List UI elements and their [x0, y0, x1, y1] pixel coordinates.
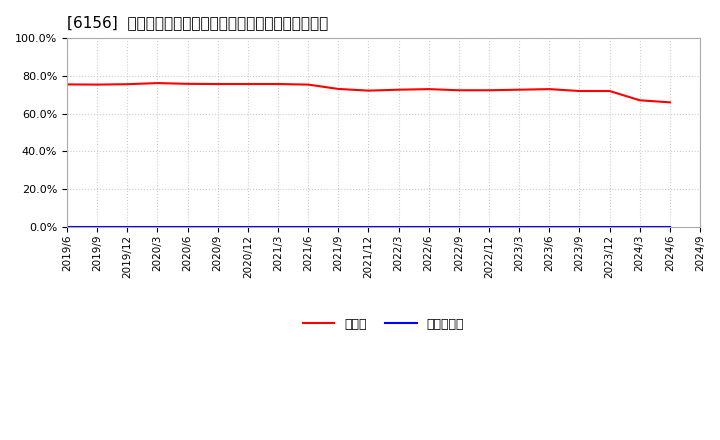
- 有利子負債: [575, 224, 584, 230]
- 現預金: [485, 88, 493, 93]
- 有利子負債: [665, 224, 674, 230]
- 有利子負債: [545, 224, 554, 230]
- 現預金: [575, 88, 584, 94]
- 現預金: [274, 81, 282, 87]
- 有利子負債: [635, 224, 644, 230]
- Text: [6156]  現預金、有利子負債の総資産に対する比率の推移: [6156] 現預金、有利子負債の総資産に対する比率の推移: [67, 15, 328, 30]
- 有利子負債: [243, 224, 252, 230]
- 現預金: [665, 100, 674, 105]
- 現預金: [243, 81, 252, 87]
- 有利子負債: [123, 224, 132, 230]
- 有利子負債: [395, 224, 403, 230]
- 現預金: [63, 82, 71, 87]
- 現預金: [334, 86, 343, 92]
- 有利子負債: [606, 224, 614, 230]
- 有利子負債: [183, 224, 192, 230]
- 現預金: [606, 88, 614, 94]
- 現預金: [454, 88, 463, 93]
- 有利子負債: [63, 224, 71, 230]
- 現預金: [93, 82, 102, 87]
- 現預金: [183, 81, 192, 87]
- 現預金: [153, 81, 162, 86]
- 有利子負債: [274, 224, 282, 230]
- 有利子負債: [485, 224, 493, 230]
- 現預金: [545, 87, 554, 92]
- 有利子負債: [153, 224, 162, 230]
- 有利子負債: [93, 224, 102, 230]
- 有利子負債: [364, 224, 373, 230]
- 現預金: [213, 81, 222, 87]
- 有利子負債: [424, 224, 433, 230]
- 現預金: [635, 98, 644, 103]
- 現預金: [123, 81, 132, 87]
- 有利子負債: [213, 224, 222, 230]
- 有利子負債: [334, 224, 343, 230]
- Legend: 現預金, 有利子負債: 現預金, 有利子負債: [298, 313, 469, 336]
- 現預金: [515, 87, 523, 92]
- 現預金: [424, 87, 433, 92]
- 現預金: [364, 88, 373, 93]
- 現預金: [395, 87, 403, 92]
- 有利子負債: [515, 224, 523, 230]
- 有利子負債: [304, 224, 312, 230]
- 現預金: [304, 82, 312, 87]
- 有利子負債: [454, 224, 463, 230]
- Line: 現預金: 現預金: [67, 83, 670, 103]
